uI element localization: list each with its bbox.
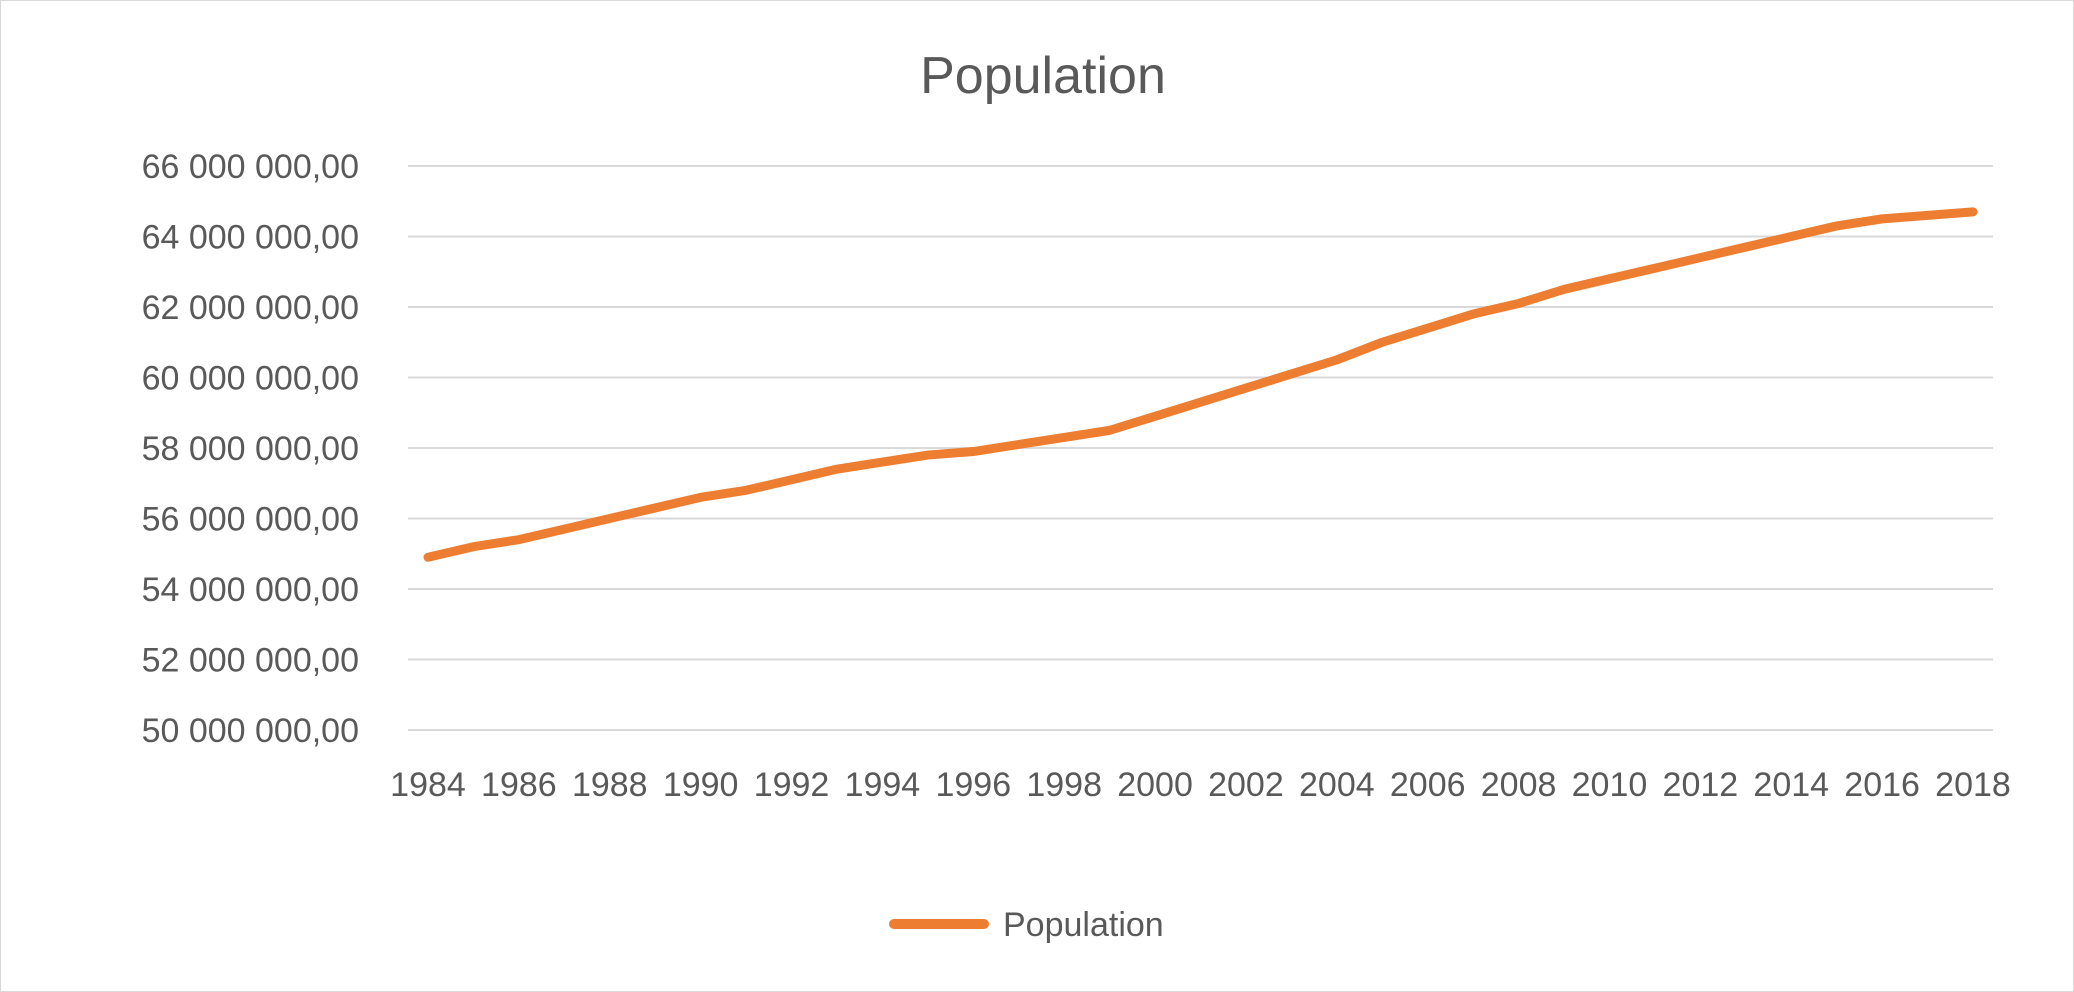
x-tick-label: 2014 bbox=[1753, 766, 1829, 804]
legend-label-population: Population bbox=[1003, 906, 1164, 944]
series-layer bbox=[423, 207, 1978, 562]
chart-title: Population bbox=[920, 47, 1166, 105]
y-tick-label: 50 000 000,00 bbox=[142, 712, 359, 750]
x-tick-label: 1996 bbox=[935, 766, 1011, 804]
y-axis-tick-labels: 66 000 000,00 64 000 000,00 62 000 000,00 6… bbox=[142, 148, 359, 750]
grid-lines bbox=[408, 165, 1993, 731]
x-tick-label: 1986 bbox=[481, 766, 557, 804]
y-tick-label: 58 000 000,00 bbox=[142, 430, 359, 468]
y-tick-label: 60 000 000,00 bbox=[142, 360, 359, 398]
legend: Population bbox=[889, 906, 1164, 944]
x-tick-label: 2006 bbox=[1390, 766, 1466, 804]
y-tick-label: 64 000 000,00 bbox=[142, 219, 359, 257]
y-tick-label: 56 000 000,00 bbox=[142, 501, 359, 539]
x-tick-label: 2004 bbox=[1299, 766, 1375, 804]
x-tick-label: 2002 bbox=[1208, 766, 1284, 804]
x-tick-label: 1990 bbox=[663, 766, 739, 804]
x-tick-label: 1992 bbox=[754, 766, 830, 804]
x-tick-label: 2016 bbox=[1844, 766, 1920, 804]
y-tick-label: 62 000 000,00 bbox=[142, 289, 359, 327]
x-tick-label: 2008 bbox=[1481, 766, 1557, 804]
y-tick-label: 54 000 000,00 bbox=[142, 571, 359, 609]
x-axis-tick-labels: 1984 1986 1988 1990 1992 1994 1996 1998 2000 2002… bbox=[390, 766, 2011, 804]
series-line-population bbox=[423, 207, 1978, 562]
x-tick-label: 1984 bbox=[390, 766, 466, 804]
x-tick-label: 2010 bbox=[1572, 766, 1648, 804]
x-tick-label: 2000 bbox=[1117, 766, 1193, 804]
x-tick-label: 2018 bbox=[1935, 766, 2011, 804]
y-tick-label: 66 000 000,00 bbox=[142, 148, 359, 186]
y-tick-label: 52 000 000,00 bbox=[142, 642, 359, 680]
x-tick-label: 1994 bbox=[845, 766, 921, 804]
x-tick-label: 1988 bbox=[572, 766, 648, 804]
x-tick-label: 1998 bbox=[1026, 766, 1102, 804]
x-tick-label: 2012 bbox=[1663, 766, 1739, 804]
